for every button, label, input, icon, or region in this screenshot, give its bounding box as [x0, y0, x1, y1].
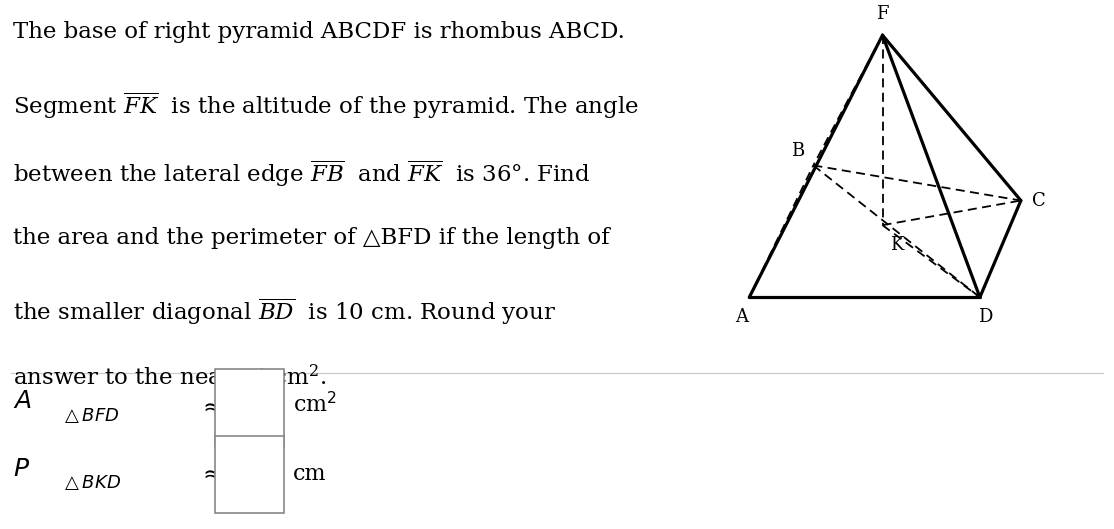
- Text: $A$: $A$: [13, 390, 32, 414]
- Text: A: A: [735, 308, 749, 326]
- Text: answer to the nearest cm$^2$.: answer to the nearest cm$^2$.: [13, 365, 328, 390]
- Text: C: C: [1033, 191, 1046, 209]
- Text: cm: cm: [293, 463, 326, 486]
- Text: between the lateral edge $\overline{FB}$  and $\overline{FK}$  is 36°. Find: between the lateral edge $\overline{FB}$…: [13, 159, 590, 189]
- Text: $\triangle BKD$: $\triangle BKD$: [61, 473, 121, 492]
- Text: B: B: [791, 142, 804, 160]
- Text: K: K: [890, 236, 903, 254]
- Text: the area and the perimeter of △BFD if the length of: the area and the perimeter of △BFD if th…: [13, 227, 610, 250]
- Text: $\approx$: $\approx$: [198, 463, 224, 486]
- Text: $\triangle BFD$: $\triangle BFD$: [61, 406, 120, 425]
- Text: cm$^2$: cm$^2$: [293, 392, 338, 417]
- Text: $\approx$: $\approx$: [198, 396, 224, 419]
- Bar: [215, 436, 284, 513]
- Text: Segment $\overline{FK}$  is the altitude of the pyramid. The angle: Segment $\overline{FK}$ is the altitude …: [13, 90, 639, 121]
- Text: F: F: [877, 5, 889, 23]
- Text: the smaller diagonal $\overline{BD}$  is 10 cm. Round your: the smaller diagonal $\overline{BD}$ is …: [13, 296, 557, 327]
- Text: D: D: [978, 308, 993, 326]
- Text: The base of right pyramid ABCDF is rhombus ABCD.: The base of right pyramid ABCDF is rhomb…: [13, 21, 625, 43]
- Bar: [215, 369, 284, 445]
- Text: $P$: $P$: [13, 458, 30, 480]
